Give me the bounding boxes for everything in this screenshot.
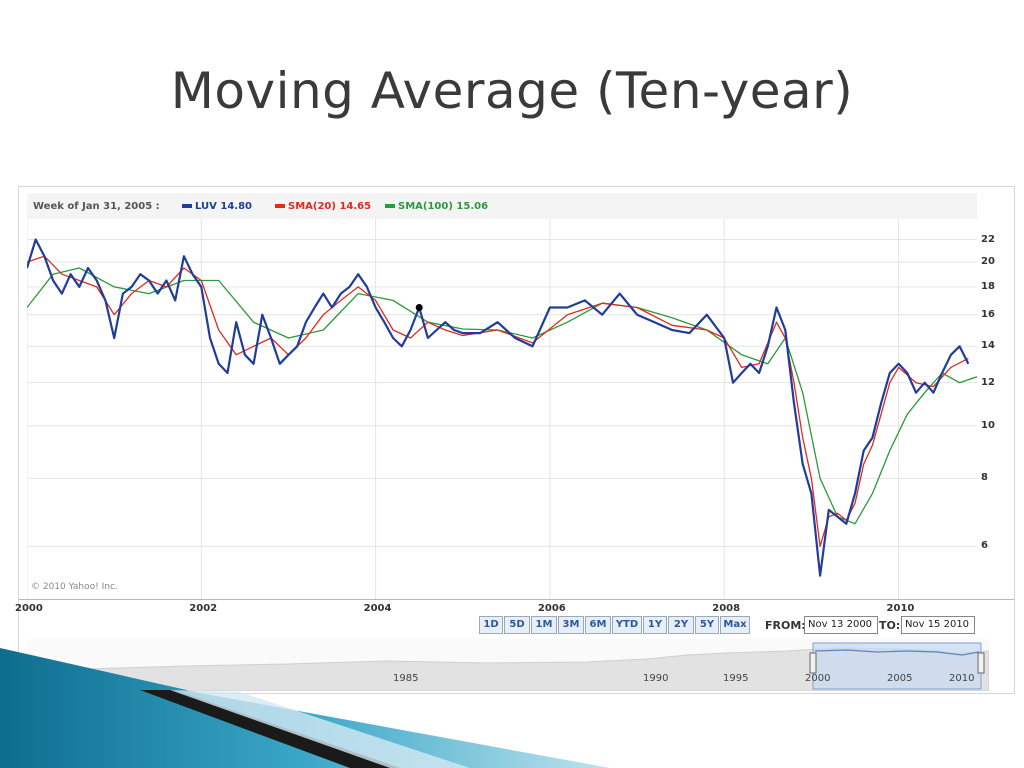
navigator-selection-line: [814, 649, 980, 656]
from-label: FROM:: [765, 619, 806, 632]
navigator-area: [26, 647, 990, 692]
chart-widget: Week of Jan 31, 2005 : LUV 14.80 SMA(20)…: [15, 186, 1015, 694]
y-tick-label-18: 18: [981, 280, 995, 292]
range-button-1d[interactable]: 1D: [479, 616, 503, 634]
y-tick-label-10: 10: [981, 419, 995, 431]
x-tick-label-2008: 2008: [712, 603, 741, 614]
legend-item-sma100: SMA(100) 15.06: [385, 201, 488, 212]
range-button-5y[interactable]: 5Y: [695, 616, 719, 634]
navigator-label-2005: 2005: [887, 673, 913, 684]
legend-item-luv: LUV 14.80: [182, 201, 252, 212]
y-tick-label-22: 22: [981, 233, 995, 245]
navigator-label-2010: 2010: [949, 673, 975, 684]
series-line-luv: [27, 238, 970, 577]
legend-swatch-sma20: [275, 204, 285, 208]
navigator-overview: [26, 639, 990, 692]
legend-value-luv: 14.80: [220, 201, 252, 212]
legend-swatch-sma100: [385, 204, 395, 208]
range-button-1y[interactable]: 1Y: [643, 616, 667, 634]
y-tick-label-8: 8: [981, 472, 988, 484]
navigator-label-1985: 1985: [393, 673, 419, 684]
time-navigator[interactable]: 1980 1985 1990 1995 2000 2005 2010: [26, 639, 990, 692]
legend-label-luv: LUV: [195, 201, 217, 212]
navigator-label-1990: 1990: [643, 673, 669, 684]
range-button-2y[interactable]: 2Y: [668, 616, 694, 634]
y-axis: 6 8 10 12 14 16 18 20 22: [977, 219, 1013, 599]
y-tick-label-6: 6: [981, 540, 988, 552]
y-tick-label-12: 12: [981, 376, 995, 388]
teal-swoosh: [0, 648, 610, 768]
y-tick-label-14: 14: [981, 340, 995, 352]
x-tick-label-2010: 2010: [886, 603, 915, 614]
legend-value-sma100: 15.06: [456, 201, 489, 212]
legend-label-sma20: SMA(20): [288, 201, 336, 212]
series-line-sma20: [27, 255, 969, 547]
legend-week-label: Week of Jan 31, 2005 :: [33, 201, 160, 212]
to-date-input[interactable]: Nov 15 2010: [901, 616, 975, 634]
to-label: TO:: [879, 619, 901, 632]
range-button-ytd[interactable]: YTD: [612, 616, 642, 634]
range-button-max[interactable]: Max: [720, 616, 750, 634]
legend-swatch-luv: [182, 204, 192, 208]
y-tick-label-16: 16: [981, 308, 995, 320]
hover-marker[interactable]: [415, 303, 423, 311]
copyright-credit: © 2010 Yahoo! Inc.: [31, 582, 118, 592]
from-date-input[interactable]: Nov 13 2000: [804, 616, 878, 634]
x-tick-label-2000: 2000: [15, 603, 43, 614]
slide-title: Moving Average (Ten-year): [170, 62, 854, 120]
navigator-label-2000: 2000: [805, 673, 831, 684]
navigator-right-handle[interactable]: [977, 652, 985, 674]
light-stripe: [170, 690, 470, 768]
x-tick-label-2004: 2004: [363, 603, 392, 614]
legend-item-sma20: SMA(20) 14.65: [275, 201, 371, 212]
legend-value-sma20: 14.65: [339, 201, 372, 212]
navigator-label-1995: 1995: [723, 673, 749, 684]
range-button-3m[interactable]: 3M: [558, 616, 584, 634]
range-button-5d[interactable]: 5D: [504, 616, 530, 634]
legend-label-sma100: SMA(100): [398, 201, 453, 212]
x-tick-label-2006: 2006: [537, 603, 566, 614]
price-plot[interactable]: [27, 219, 977, 599]
y-tick-label-20: 20: [981, 256, 995, 268]
x-axis: 2000 2002 2004 2006 2008 2010: [15, 599, 1014, 618]
chart-legend: Week of Jan 31, 2005 : LUV 14.80 SMA(20)…: [27, 193, 977, 220]
navigator-left-handle[interactable]: [809, 652, 817, 674]
range-button-6m[interactable]: 6M: [585, 616, 611, 634]
x-tick-label-2002: 2002: [189, 603, 218, 614]
range-button-1m[interactable]: 1M: [531, 616, 557, 634]
